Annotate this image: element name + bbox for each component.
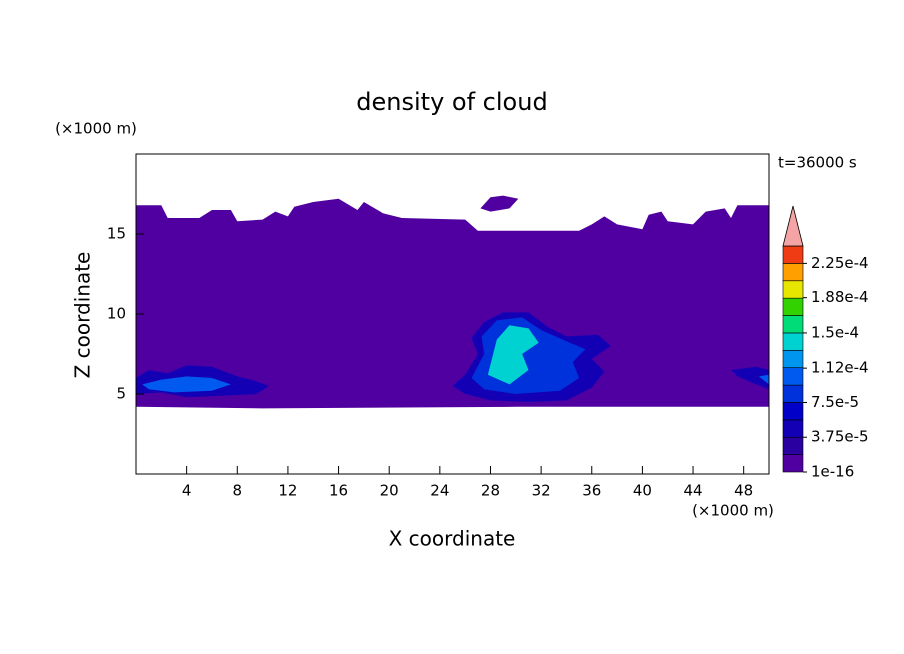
- x-unit: (×1000 m): [692, 502, 774, 520]
- colorbar-band: [782, 280, 804, 299]
- colorbar-band: [782, 419, 804, 438]
- colorbar-extend: [782, 205, 804, 247]
- colorbar-tick-label: 7.5e-5: [811, 393, 859, 411]
- colorbar-band: [782, 332, 804, 351]
- y-axis-label: Z coordinate: [71, 252, 95, 379]
- x-tick-label: 8: [233, 482, 243, 500]
- colorbar-band: [782, 245, 804, 264]
- x-tick-label: 12: [278, 482, 297, 500]
- x-tick-label: 40: [633, 482, 652, 500]
- contour-region: [480, 195, 519, 212]
- contour-region: [136, 198, 769, 409]
- colorbar-band: [782, 263, 804, 282]
- y-tick-label: 10: [107, 305, 126, 323]
- colorbar-band: [782, 297, 804, 316]
- annotation: t=36000 s: [778, 154, 857, 172]
- x-tick-label: 32: [532, 482, 551, 500]
- colorbar-tick-label: 1.88e-4: [811, 288, 869, 306]
- colorbar-band: [782, 350, 804, 368]
- colorbar-band: [782, 367, 804, 386]
- chart-title: density of cloud: [356, 88, 547, 116]
- x-tick-label: 36: [582, 482, 601, 500]
- colorbar-band: [782, 315, 804, 334]
- colorbar-tick-label: 2.25e-4: [811, 254, 869, 272]
- colorbar-tick-label: 1.5e-4: [811, 323, 859, 341]
- colorbar-band: [782, 436, 804, 455]
- colorbar-tick-label: 1.12e-4: [811, 359, 869, 377]
- x-tick-label: 24: [430, 482, 449, 500]
- colorbar-tick-label: 3.75e-5: [811, 428, 869, 446]
- x-tick-label: 4: [182, 482, 192, 500]
- x-tick-label: 48: [734, 482, 753, 500]
- y-tick-label: 5: [116, 385, 126, 403]
- y-unit: (×1000 m): [55, 120, 137, 138]
- colorbar-tick-label: 1e-16: [811, 463, 854, 481]
- x-tick-label: 28: [481, 482, 500, 500]
- x-axis-label: X coordinate: [389, 527, 516, 551]
- x-tick-label: 44: [683, 482, 702, 500]
- x-tick-label: 16: [329, 482, 348, 500]
- contour-region: [487, 325, 539, 385]
- colorbar-band: [782, 384, 804, 403]
- colorbar-band: [782, 402, 804, 421]
- contour-region: [758, 374, 769, 385]
- y-tick-label: 15: [107, 225, 126, 243]
- x-tick-label: 20: [380, 482, 399, 500]
- contour-region: [142, 376, 231, 393]
- colorbar-band: [782, 454, 804, 473]
- contour-region: [731, 366, 769, 390]
